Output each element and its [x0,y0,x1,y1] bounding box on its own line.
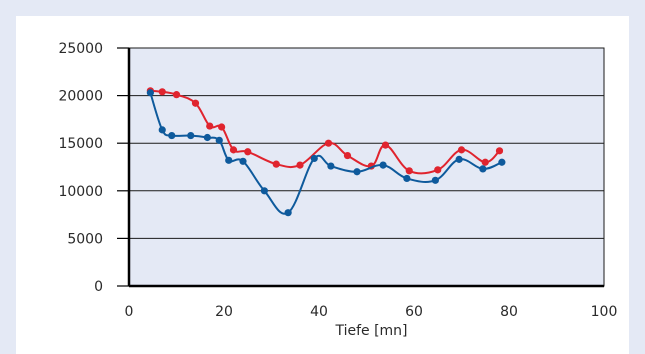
series-2-point [146,89,154,97]
series-2-point [379,161,387,169]
series-1-point [457,146,466,154]
y-tick-label: 15000 [58,136,103,152]
series-layer [146,87,506,217]
series-2-point [455,155,463,163]
series-1-point [172,91,181,99]
series-1-point [343,151,352,160]
x-tick-label: 60 [405,304,423,320]
series-1-point [206,122,214,130]
series-1-point [434,166,442,174]
series-2-point [310,154,318,163]
series-2-point [353,168,361,176]
series-1-point [191,99,200,107]
x-axis-title: Tiefe [mn] [334,323,407,339]
series-1-point [272,160,280,168]
x-tick-label: 0 [125,304,134,320]
series-1-point [495,147,504,155]
x-tick-label: 100 [591,304,618,320]
series-2-point [284,209,292,217]
series-2 [146,89,506,217]
series-1-point [296,161,304,169]
gridlines [129,47,604,239]
series-1-point [381,141,390,149]
x-tick-label: 40 [310,304,328,320]
y-tick-label: 10000 [58,184,103,200]
series-1-point [481,158,489,166]
series-2-point [239,157,247,165]
axes [127,48,604,288]
series-2-point [327,162,335,170]
series-1-point [158,88,166,96]
series-1-point [229,146,238,154]
series-2-point [225,156,233,164]
series-2-point [260,187,268,195]
series-2-point [403,174,411,183]
y-tick-label: 0 [94,279,103,295]
series-2-point [187,131,195,140]
series-2-point [498,158,506,166]
tick-labels: 0 5000 10000 15000 20000 25000 0 20 40 60 80 100 [58,41,617,320]
series-2-point [431,176,439,184]
series-2-point [168,131,176,140]
series-2-point [215,136,223,144]
y-tick-label: 20000 [58,89,103,105]
series-2-point [158,126,166,134]
series-1-point [405,167,413,175]
y-tick-label: 25000 [58,41,103,57]
series-2-point [479,165,487,173]
series-1-point [218,123,226,131]
series-1-point [244,148,252,156]
line-chart: 0 5000 10000 15000 20000 25000 0 20 40 60 80 100 Ti… [58,41,617,339]
x-tick-label: 80 [500,304,518,320]
y-tick-label: 5000 [67,231,103,247]
chart-panel: 0 5000 10000 15000 20000 25000 0 20 40 60 80 100 Ti… [16,16,629,354]
x-tick-label: 20 [215,304,233,320]
series-1-point [324,139,333,147]
series-2-point [203,133,211,142]
